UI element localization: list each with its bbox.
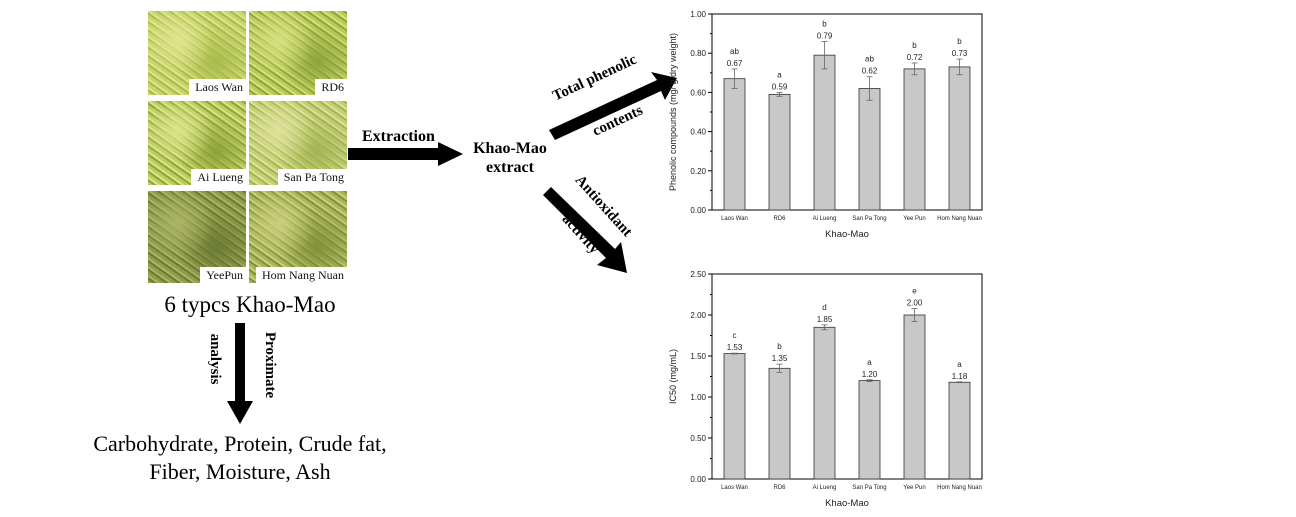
tpc-arrow [549,72,677,140]
sample-photo: Ai Lueng [148,101,246,185]
sample-label: San Pa Tong [277,169,347,185]
significance-letter: ab [730,47,739,56]
sample-photo: YeePun [148,191,246,283]
significance-letter: b [912,41,917,50]
y-axis-label: Phenolic compounds (mg/ g dry weight) [668,33,678,191]
y-tick-label: 2.00 [690,311,706,320]
plot-frame [711,273,983,480]
y-tick-label: 2.50 [690,270,706,279]
sample-photo: RD6 [249,11,347,95]
x-tick-label: RD6 [773,216,786,222]
bar [813,54,836,211]
sample-photo: San Pa Tong [249,101,347,185]
extract-label-line1: Khao-Mao [473,140,547,157]
significance-letter: e [912,286,917,295]
value-label: 1.20 [862,370,878,379]
proximate-result-line1: Carbohydrate, Protein, Crude fat, [93,431,387,456]
bar [858,88,881,211]
bar [768,367,791,480]
bar [858,380,881,480]
x-tick-label: San Pa Tong [852,216,886,222]
bar [723,353,746,480]
significance-letter: b [822,19,827,28]
bar [903,314,926,480]
ic50-chart: 0.00 0.50 1.00 1.50 2.00 2.50 IC50 (mg/mL) 1.53… [668,270,983,509]
bar [723,78,746,211]
value-label: 1.35 [772,354,788,363]
bar [768,93,791,211]
extraction-label: Extraction [362,128,435,145]
extract-label-line2: extract [486,159,534,176]
proximate-result-line2: Fiber, Moisture, Ash [149,459,331,484]
y-tick-label: 0.50 [690,434,706,443]
value-label: 0.79 [817,31,833,40]
sample-photo: Laos Wan [148,11,246,95]
bar [948,66,971,211]
x-tick-label: Ai Lueng [813,216,837,222]
y-tick-label: 1.00 [690,10,706,19]
x-tick-label: San Pa Tong [852,485,886,491]
analysis-label: analysis [207,333,223,385]
sample-photo-grid: Laos Wan RD6 Ai Lueng San Pa Tong YeePun… [148,11,348,286]
sample-photo: Hom Nang Nuan [249,191,347,283]
proximate-label: Proximate [262,331,278,399]
y-tick-label: 0.80 [690,49,706,58]
sample-label: YeePun [200,267,246,283]
significance-letter: a [957,360,962,369]
significance-letter: d [822,303,826,312]
y-axis-label: IC50 (mg/mL) [668,349,678,404]
y-tick-label: 0.00 [690,475,706,484]
proximate-arrow [227,323,253,424]
significance-letter: c [733,331,737,340]
y-tick-label: 0.20 [690,167,706,176]
extraction-arrow [348,142,463,166]
x-tick-label: Laos Wan [721,485,748,491]
phenolic-chart: 0.00 0.20 0.40 0.60 0.80 1.00 Phenolic compoun… [668,10,983,240]
value-label: 1.53 [727,343,743,352]
y-tick-label: 0.00 [690,206,706,215]
sample-label: RD6 [315,79,347,95]
sample-label: Laos Wan [189,79,246,95]
x-axis-label: Khao-Mao [825,229,869,240]
x-tick-label: Ai Lueng [813,485,837,491]
x-axis-label: Khao-Mao [825,498,869,509]
x-tick-label: Yee Pun [903,216,925,222]
significance-letter: a [777,70,782,79]
antioxidant-arrow [543,187,627,273]
significance-letter: b [777,342,782,351]
value-label: 0.59 [772,82,788,91]
y-tick-label: 0.40 [690,128,706,137]
value-label: 1.85 [817,315,833,324]
x-tick-label: Hom Nang Nuan [937,216,982,222]
value-label: 2.00 [907,298,923,307]
x-tick-label: Yee Pun [903,485,925,491]
sample-label: Hom Nang Nuan [256,267,347,283]
plot-frame [711,13,983,211]
y-tick-label: 1.50 [690,352,706,361]
y-tick-label: 0.60 [690,88,706,97]
value-label: 1.18 [952,372,968,381]
x-tick-label: RD6 [773,485,786,491]
samples-caption: 6 typcs Khao-Mao [164,292,336,317]
value-label: 0.67 [727,59,743,68]
sample-label: Ai Lueng [191,169,246,185]
x-tick-label: Hom Nang Nuan [937,485,982,491]
x-tick-label: Laos Wan [721,216,748,222]
bar [813,326,836,480]
value-label: 0.62 [862,67,878,76]
significance-letter: b [957,37,962,46]
significance-letter: a [867,358,872,367]
value-label: 0.73 [952,49,968,58]
bar [948,381,971,480]
value-label: 0.72 [907,53,923,62]
significance-letter: ab [865,55,874,64]
y-tick-label: 1.00 [690,393,706,402]
bar [903,68,926,211]
